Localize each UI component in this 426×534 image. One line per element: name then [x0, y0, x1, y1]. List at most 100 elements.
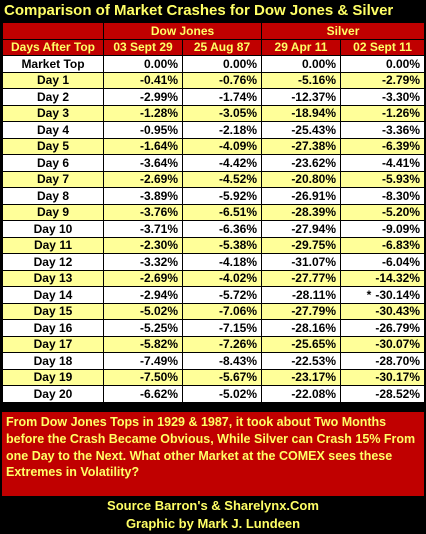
value-text: -6.04%: [382, 254, 421, 269]
table-row: Day 10 -3.71% -6.36% -27.94% -9.09%: [3, 221, 425, 237]
value-text: -3.36%: [382, 122, 421, 137]
value-cell: -27.38%: [262, 138, 341, 154]
value-text: -25.43%: [291, 122, 337, 137]
row-label: Market Top: [3, 56, 103, 72]
row-label: Day 8: [3, 188, 103, 204]
value-cell: -6.36%: [183, 221, 262, 237]
value-text: -5.25%: [139, 320, 178, 335]
value-text: -2.69%: [139, 172, 178, 187]
value-text: -6.62%: [139, 386, 178, 401]
value-text: -5.02%: [218, 386, 258, 401]
value-cell: -28.11%: [262, 287, 341, 303]
value-text: -1.74%: [218, 89, 258, 104]
value-cell: -4.09%: [183, 138, 262, 154]
value-cell: -29.75%: [262, 237, 341, 253]
value-cell: 0.00%: [262, 56, 341, 72]
value-text: -2.30%: [139, 238, 178, 253]
value-cell: -2.79%: [341, 72, 425, 88]
value-text: -28.52%: [375, 386, 421, 401]
value-text: -5.93%: [382, 172, 421, 187]
value-text: -28.39%: [291, 205, 337, 220]
row-label: Day 2: [3, 89, 103, 105]
value-text: -30.17%: [375, 370, 421, 385]
value-text: -7.49%: [139, 353, 178, 368]
value-cell: -27.79%: [262, 303, 341, 319]
table-row: Day 11 -2.30% -5.38% -29.75% -6.83%: [3, 237, 425, 253]
value-text: 0.00%: [222, 56, 258, 71]
row-label: Day 13: [3, 270, 103, 286]
value-cell: -7.06%: [183, 303, 262, 319]
source-credit: Source Barron's & Sharelynx.Com: [107, 498, 319, 513]
row-label: Day 7: [3, 171, 103, 187]
value-text: -6.51%: [218, 205, 258, 220]
value-text: -3.05%: [218, 106, 258, 121]
value-text: -3.76%: [139, 205, 178, 220]
value-text: -3.64%: [139, 155, 178, 170]
row-label: Day 3: [3, 105, 103, 121]
row-label: Day 16: [3, 320, 103, 336]
value-cell: -28.39%: [262, 204, 341, 220]
value-text: -20.80%: [291, 172, 337, 187]
value-cell: -5.67%: [183, 369, 262, 385]
value-cell: -5.93%: [341, 171, 425, 187]
value-cell: -2.69%: [104, 171, 182, 187]
value-cell: -1.28%: [104, 105, 182, 121]
value-text: -27.94%: [291, 221, 337, 236]
value-text: -5.38%: [218, 238, 258, 253]
value-cell: -3.05%: [183, 105, 262, 121]
table-row: Day 13 -2.69% -4.02% -27.77% -14.32%: [3, 270, 425, 286]
value-text: -3.30%: [382, 89, 421, 104]
value-cell: -5.20%: [341, 204, 425, 220]
value-cell: -6.39%: [341, 138, 425, 154]
value-text: -5.67%: [218, 370, 258, 385]
value-text: -0.76%: [218, 73, 258, 88]
value-cell: -2.30%: [104, 237, 182, 253]
table-row: Day 12 -3.32% -4.18% -31.07% -6.04%: [3, 254, 425, 270]
value-text: -1.26%: [382, 106, 421, 121]
value-text: -2.94%: [139, 287, 178, 302]
value-cell: -25.65%: [262, 336, 341, 352]
value-text: -22.08%: [291, 386, 337, 401]
value-cell: -0.95%: [104, 122, 182, 138]
value-text: -22.53%: [291, 353, 337, 368]
value-cell: -25.43%: [262, 122, 341, 138]
group-header-silver: Silver: [262, 23, 425, 39]
value-cell: -4.18%: [183, 254, 262, 270]
value-cell: -4.42%: [183, 155, 262, 171]
value-text: -3.32%: [139, 254, 178, 269]
row-label: Day 1: [3, 72, 103, 88]
value-cell: -6.62%: [104, 386, 182, 402]
value-text: -8.30%: [382, 188, 421, 203]
value-text: -1.64%: [139, 139, 178, 154]
table-row: Day 17 -5.82% -7.26% -25.65% -30.07%: [3, 336, 425, 352]
value-cell: -22.53%: [262, 353, 341, 369]
row-label: Day 17: [3, 336, 103, 352]
value-text: -5.92%: [218, 188, 258, 203]
value-cell: -3.89%: [104, 188, 182, 204]
value-text: -1.28%: [139, 106, 178, 121]
value-cell: -5.38%: [183, 237, 262, 253]
value-text: -26.79%: [375, 320, 421, 335]
table-row: Day 6 -3.64% -4.42% -23.62% -4.41%: [3, 155, 425, 171]
table-row: Day 8 -3.89% -5.92% -26.91% -8.30%: [3, 188, 425, 204]
row-label: Day 20: [3, 386, 103, 402]
value-text: -7.26%: [218, 337, 258, 352]
row-label: Day 19: [3, 369, 103, 385]
value-cell: -3.64%: [104, 155, 182, 171]
value-text: -2.18%: [218, 122, 258, 137]
value-text: -26.91%: [291, 188, 337, 203]
value-cell: -28.70%: [341, 353, 425, 369]
value-text: -0.95%: [139, 122, 178, 137]
value-cell: -20.80%: [262, 171, 341, 187]
value-cell: -27.94%: [262, 221, 341, 237]
value-text: -5.72%: [218, 287, 258, 302]
value-text: -5.20%: [382, 205, 421, 220]
table-row: Day 16 -5.25% -7.15% -28.16% -26.79%: [3, 320, 425, 336]
value-text: -4.09%: [218, 139, 258, 154]
group-header-row: Dow Jones Silver: [3, 23, 425, 39]
value-text: -5.02%: [139, 304, 178, 319]
value-text: -30.43%: [375, 304, 421, 319]
table-row: Day 2 -2.99% -1.74% -12.37% -3.30%: [3, 89, 425, 105]
value-cell: -26.91%: [262, 188, 341, 204]
